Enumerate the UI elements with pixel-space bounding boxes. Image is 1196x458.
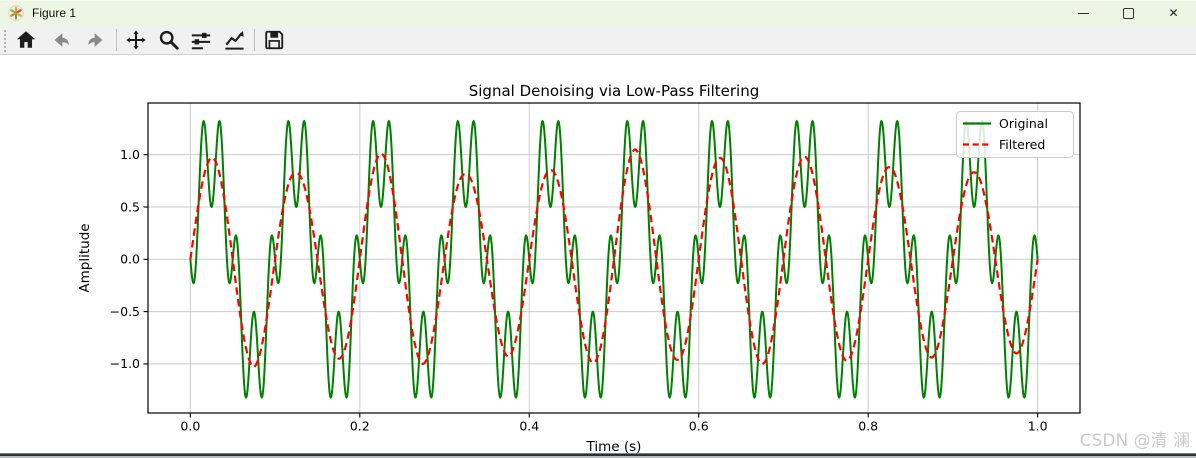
original-series-line <box>189 120 1039 399</box>
minimize-button[interactable] <box>1061 1 1106 25</box>
matplotlib-logo-icon <box>7 5 24 22</box>
arrow-right-icon <box>88 32 103 47</box>
configure-subplots-button[interactable] <box>189 28 213 52</box>
magnifier-icon <box>159 30 179 50</box>
y-tick-label: −0.5 <box>110 304 140 319</box>
close-button[interactable]: ✕ <box>1151 1 1196 25</box>
window-bottom-edge <box>0 453 1196 458</box>
maximize-button[interactable] <box>1106 1 1151 25</box>
chart-arrow-icon <box>224 31 244 50</box>
toolbar-drag-handle[interactable] <box>2 27 7 52</box>
back-button[interactable] <box>49 28 73 52</box>
home-icon <box>16 30 36 48</box>
save-button[interactable] <box>262 28 286 52</box>
move-cross-icon <box>126 29 146 50</box>
zoom-button[interactable] <box>157 28 181 52</box>
y-axis-label: Amplitude <box>77 223 93 292</box>
window-title: Figure 1 <box>32 6 77 20</box>
arrow-left-icon <box>54 32 69 47</box>
titlebar[interactable]: Figure 1 ✕ <box>0 0 1196 25</box>
toolbar-separator <box>116 28 117 51</box>
y-tick-label: −1.0 <box>110 356 140 371</box>
maximize-icon <box>1123 7 1134 19</box>
x-tick-label: 0.0 <box>180 419 200 434</box>
y-tick-label: 0.5 <box>120 199 140 214</box>
x-tick-label: 0.2 <box>350 419 370 434</box>
plot-toolbar <box>0 25 1196 55</box>
x-tick-label: 0.6 <box>689 419 709 434</box>
sliders-icon <box>191 32 211 49</box>
x-tick-label: 0.8 <box>858 419 878 434</box>
floppy-disk-icon <box>265 30 284 49</box>
x-tick-label: 0.4 <box>519 419 539 434</box>
window-controls: ✕ <box>1061 1 1196 25</box>
legend-label-original: Original <box>999 116 1048 131</box>
toolbar-separator <box>254 28 255 51</box>
x-tick-label: 1.0 <box>1028 419 1048 434</box>
watermark-text: CSDN @清 澜 <box>1080 431 1190 451</box>
y-tick-label: 1.0 <box>120 147 140 162</box>
x-axis-label: Time (s) <box>586 439 642 453</box>
chart-title: Signal Denoising via Low-Pass Filtering <box>469 82 760 100</box>
pan-button[interactable] <box>124 28 148 52</box>
legend: Original Filtered <box>956 111 1074 158</box>
figure-canvas[interactable]: 0.0 0.2 0.4 0.6 0.8 1.0 1.0 0.5 0.0 −0.5 −1.0 Sign… <box>0 55 1196 455</box>
close-icon: ✕ <box>1168 6 1179 20</box>
edit-axes-button[interactable] <box>222 28 246 52</box>
home-button[interactable] <box>14 28 38 52</box>
legend-label-filtered: Filtered <box>999 137 1045 152</box>
y-tick-label: 0.0 <box>120 252 140 267</box>
forward-button[interactable] <box>84 28 108 52</box>
axes-spines <box>147 102 1081 414</box>
minimize-icon <box>1078 12 1089 14</box>
